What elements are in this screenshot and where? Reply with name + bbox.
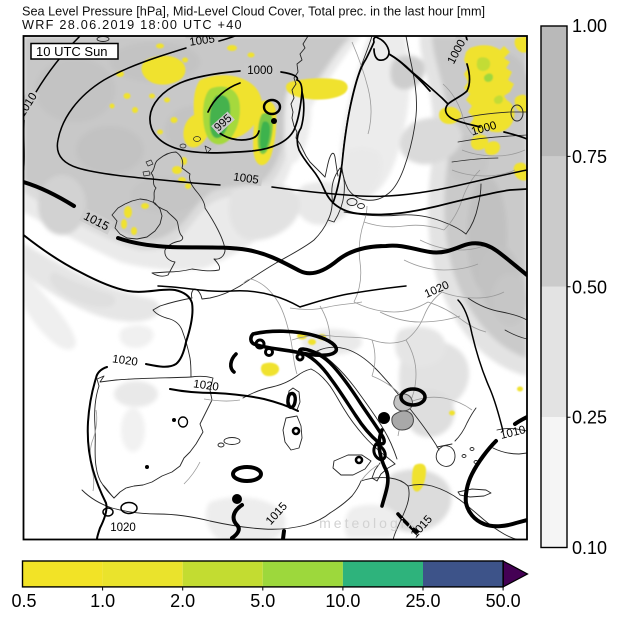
svg-text:25.0: 25.0 [405, 591, 440, 611]
svg-text:1005: 1005 [189, 33, 216, 48]
svg-text:2.0: 2.0 [170, 591, 195, 611]
svg-text:1000: 1000 [247, 65, 273, 77]
svg-text:1005: 1005 [232, 171, 259, 186]
svg-text:1020: 1020 [110, 522, 136, 534]
svg-text:0.50: 0.50 [572, 277, 607, 297]
svg-text:0.25: 0.25 [572, 408, 607, 428]
svg-text:Sea Level Pressure [hPa], Mid-: Sea Level Pressure [hPa], Mid-Level Clou… [22, 5, 485, 19]
svg-text:0.10: 0.10 [572, 538, 607, 558]
svg-text:WRF 28.06.2019 18:00 UTC +40: WRF 28.06.2019 18:00 UTC +40 [22, 18, 243, 32]
svg-text:0.5: 0.5 [11, 591, 36, 611]
svg-text:50.0: 50.0 [486, 591, 521, 611]
svg-text:5.0: 5.0 [250, 591, 275, 611]
svg-text:10.0: 10.0 [325, 591, 360, 611]
svg-text:1.00: 1.00 [572, 16, 607, 36]
svg-text:10 UTC Sun: 10 UTC Sun [36, 44, 108, 59]
svg-text:1020: 1020 [111, 353, 138, 368]
svg-text:0.75: 0.75 [572, 147, 607, 167]
svg-text:meteologix: meteologix [319, 515, 417, 531]
svg-text:1.0: 1.0 [90, 591, 115, 611]
svg-text:1020: 1020 [192, 378, 219, 393]
